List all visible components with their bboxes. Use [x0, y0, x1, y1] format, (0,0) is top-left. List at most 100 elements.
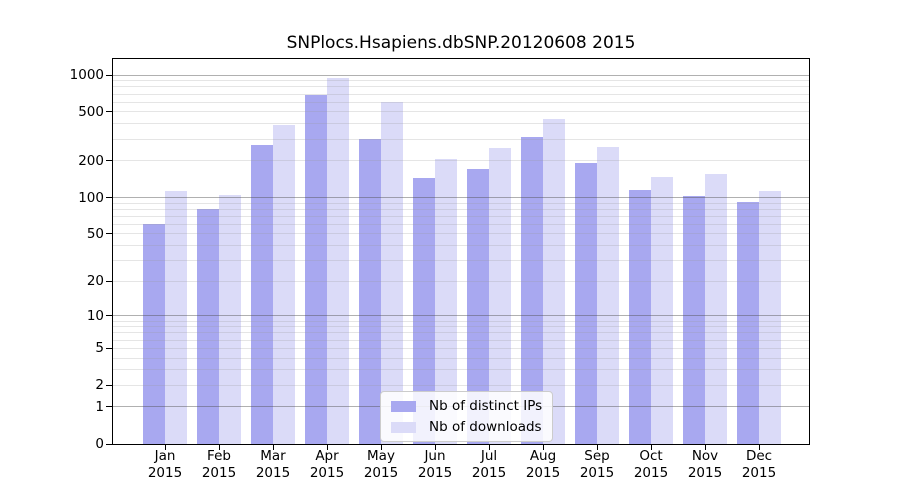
gridline-minor — [113, 332, 809, 334]
x-tick-year: 2015 — [687, 465, 723, 481]
plot-area: Nb of distinct IPs Nb of downloads — [112, 58, 810, 445]
gridline-minor — [113, 369, 809, 371]
y-tick — [106, 233, 112, 235]
gridline-minor — [113, 138, 809, 140]
x-tick — [542, 445, 544, 450]
gridline-major — [113, 197, 809, 198]
x-tick-month: Feb — [207, 448, 231, 464]
gridline-minor — [113, 339, 809, 341]
x-tick-month: Dec — [745, 448, 773, 464]
y-tick-label: 2 — [95, 377, 104, 394]
gridline-minor — [113, 233, 809, 235]
y-tick — [106, 280, 112, 282]
bar-downloads-feb — [219, 194, 241, 444]
y-tick-label: 200 — [78, 152, 104, 169]
bars-layer — [113, 59, 809, 444]
y-tick-label: 50 — [86, 225, 104, 242]
x-tick-year: 2015 — [741, 465, 777, 481]
x-tick-label: Apr 2015 — [299, 448, 355, 482]
gridline-minor — [113, 160, 809, 162]
y-tick-label: 1 — [95, 398, 104, 415]
gridline-minor — [113, 215, 809, 217]
x-tick-month: May — [367, 448, 395, 464]
x-tick-label: May 2015 — [353, 448, 409, 482]
x-tick-year: 2015 — [255, 465, 291, 481]
x-tick-year: 2015 — [147, 465, 183, 481]
bar-downloads-apr — [327, 77, 349, 444]
y-tick-label: 20 — [86, 273, 104, 290]
y-tick-label: 1000 — [69, 67, 104, 83]
y-tick — [106, 315, 112, 317]
x-tick-year: 2015 — [633, 465, 669, 481]
bar-ips-apr — [305, 94, 327, 444]
legend-item-distinct-ips: Nb of distinct IPs — [391, 398, 542, 414]
bar-ips-mar — [251, 145, 273, 444]
legend-item-downloads: Nb of downloads — [391, 419, 542, 435]
bar-ips-jan — [143, 224, 165, 444]
y-tick — [106, 443, 112, 445]
bar-downloads-jun — [435, 159, 457, 444]
bar-downloads-oct — [651, 177, 673, 444]
x-tick-year: 2015 — [417, 465, 453, 481]
x-tick-year: 2015 — [363, 465, 399, 481]
gridline-minor — [113, 357, 809, 359]
x-tick — [380, 445, 382, 450]
y-tick-label: 10 — [86, 307, 104, 324]
x-tick — [434, 445, 436, 450]
x-tick-month: Nov — [691, 448, 719, 464]
gridline-minor — [113, 111, 809, 113]
bar-downloads-aug — [543, 118, 565, 444]
x-tick — [488, 445, 490, 450]
gridline-minor — [113, 101, 809, 103]
gridline-minor — [113, 80, 809, 82]
gridline-minor — [113, 202, 809, 204]
gridline-minor — [113, 347, 809, 349]
bar-downloads-jul — [489, 148, 511, 444]
y-tick — [106, 384, 112, 386]
bar-ips-oct — [629, 189, 651, 444]
bar-downloads-may — [381, 102, 403, 444]
legend-label-downloads: Nb of downloads — [429, 419, 542, 435]
bar-downloads-mar — [273, 125, 295, 444]
bar-downloads-sep — [597, 146, 619, 444]
x-tick-month: Oct — [639, 448, 663, 464]
gridline-minor — [113, 208, 809, 210]
bar-ips-aug — [521, 137, 543, 444]
x-tick — [758, 445, 760, 450]
bar-ips-nov — [683, 195, 705, 444]
gridline-minor — [113, 320, 809, 322]
x-tick-label: Jan 2015 — [137, 448, 193, 482]
x-tick-year: 2015 — [525, 465, 561, 481]
bar-downloads-dec — [759, 190, 781, 444]
x-tick-month: Jun — [424, 448, 446, 464]
x-tick-label: Feb 2015 — [191, 448, 247, 482]
x-tick-year: 2015 — [579, 465, 615, 481]
gridline-minor — [113, 93, 809, 95]
x-tick-label: Mar 2015 — [245, 448, 301, 482]
gridline-minor — [113, 245, 809, 247]
x-tick-year: 2015 — [201, 465, 237, 481]
x-tick-year: 2015 — [471, 465, 507, 481]
bar-ips-jun — [413, 178, 435, 444]
gridline-minor — [113, 280, 809, 282]
x-tick-month: Sep — [584, 448, 610, 464]
gridline-minor — [113, 86, 809, 88]
y-tick-label: 5 — [95, 340, 104, 357]
x-tick — [218, 445, 220, 450]
x-tick-label: Jul 2015 — [461, 448, 517, 482]
x-tick — [326, 445, 328, 450]
gridline-minor — [113, 123, 809, 125]
bar-ips-dec — [737, 201, 759, 444]
chart-title: SNPlocs.Hsapiens.dbSNP.20120608 2015 — [286, 33, 636, 53]
y-tick-label: 500 — [78, 103, 104, 120]
y-tick — [106, 347, 112, 349]
gridline-major — [113, 74, 809, 76]
bar-ips-sep — [575, 163, 597, 444]
y-tick-label: 100 — [78, 189, 104, 206]
bar-ips-jul — [467, 169, 489, 444]
x-tick-month: Aug — [529, 448, 557, 464]
y-tick — [106, 111, 112, 113]
grid-layer — [113, 59, 809, 444]
x-tick-label: Nov 2015 — [677, 448, 733, 482]
